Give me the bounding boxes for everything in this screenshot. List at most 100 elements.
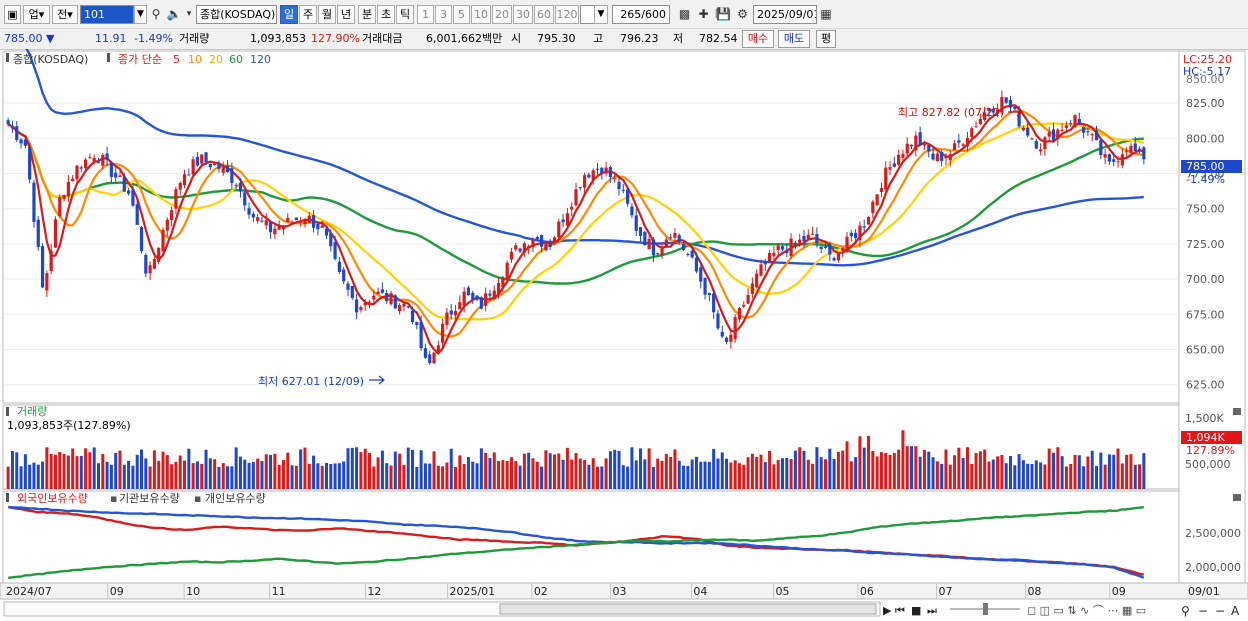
index-name-field: 종합(KOSDAQ): [196, 5, 277, 24]
settings-gear-icon[interactable]: ⚙: [737, 7, 748, 21]
volume-bar: [1034, 460, 1038, 489]
candle-up: [866, 216, 871, 225]
candle-down: [621, 189, 625, 191]
open-value: 795.30: [537, 32, 576, 45]
drawing-tools-icon[interactable]: ◻ ◫ ▭ ⇅ ∿ ⌒ ⋯ ▦ ▭: [1027, 604, 1146, 617]
volume-bar: [914, 446, 918, 489]
candle-up: [527, 246, 531, 248]
market-select[interactable]: 업▾: [23, 5, 50, 24]
scroll-right-icon[interactable]: ▶: [883, 604, 892, 617]
forward-icon[interactable]: ⏭: [927, 604, 937, 617]
code-input[interactable]: 101: [80, 5, 134, 24]
volume-bar: [492, 452, 496, 489]
candle-down: [578, 187, 582, 189]
zoom-slider-handle[interactable]: [983, 603, 988, 615]
interval-30-button[interactable]: 30: [513, 5, 533, 24]
candle-up: [574, 189, 578, 206]
period-day-button[interactable]: 일: [280, 5, 298, 24]
volume-bar: [552, 454, 556, 489]
code-dropdown-icon[interactable]: ▼: [134, 5, 147, 24]
crosshair-icon[interactable]: ✚: [698, 7, 709, 21]
volume-bar: [1017, 454, 1021, 489]
buy-button[interactable]: 매수: [742, 30, 774, 48]
volume-bar: [165, 455, 169, 489]
period-minute-button[interactable]: 분: [358, 5, 376, 24]
volume-bar: [346, 448, 350, 489]
interval-dropdown-icon[interactable]: ▼: [594, 5, 608, 24]
interval-20-button[interactable]: 20: [492, 5, 512, 24]
search-icon[interactable]: ⚲: [151, 7, 161, 21]
chart-type-icon[interactable]: ▩: [678, 7, 691, 21]
interval-60-button[interactable]: 60: [534, 5, 554, 24]
volume-bar: [1056, 447, 1060, 489]
volume-bar: [402, 464, 406, 489]
interval-120-button[interactable]: 120: [555, 5, 579, 24]
x-label: 2025/01: [449, 585, 495, 598]
zoom-out-icon[interactable]: −: [1198, 604, 1208, 618]
holdings-pane[interactable]: [2, 490, 1180, 584]
price-tick-label: 700.00: [1186, 273, 1225, 286]
candle-down: [225, 165, 230, 173]
candle-up: [673, 232, 677, 238]
interval-5-button[interactable]: 5: [453, 5, 470, 24]
font-size-icon[interactable]: A: [1231, 604, 1240, 618]
candles: [6, 90, 1146, 365]
volume-bar: [608, 451, 612, 489]
speaker-icon[interactable]: 🔈: [166, 7, 182, 21]
candle-down: [1133, 143, 1137, 152]
stop-icon[interactable]: ■: [911, 604, 921, 617]
volume-bar: [114, 453, 118, 489]
save-icon[interactable]: 💾: [716, 7, 731, 21]
high-arrow-icon: [1008, 107, 1023, 117]
date-field[interactable]: 2025/09/01: [753, 5, 817, 24]
candle-up: [776, 245, 780, 250]
volume-bar: [484, 452, 488, 489]
period-month-button[interactable]: 월: [318, 5, 336, 24]
zoom-search-icon[interactable]: ⚲: [1181, 604, 1190, 618]
zoom-in-icon[interactable]: −: [1215, 604, 1225, 618]
volume-bar: [372, 466, 376, 489]
x-label: 2024/07: [6, 585, 52, 598]
volume-bar: [854, 457, 858, 489]
volume-bar: [815, 447, 819, 489]
period-year-button[interactable]: 년: [337, 5, 355, 24]
candle-up: [496, 283, 501, 294]
volume-bar: [888, 454, 892, 489]
holdings-pane-close-icon[interactable]: [1233, 494, 1241, 501]
volume-bar: [634, 460, 638, 489]
volume-bar: [157, 460, 161, 489]
candle-down: [247, 208, 251, 215]
zoom-tool-icon[interactable]: ⇱: [714, 7, 726, 21]
candle-down: [703, 278, 707, 295]
sell-button[interactable]: 매도: [778, 30, 810, 48]
volume-bar: [497, 460, 501, 489]
candle-down: [548, 243, 552, 247]
period-week-button[interactable]: 주: [299, 5, 317, 24]
volume-bar: [707, 461, 711, 489]
candle-down: [931, 153, 935, 160]
candle-down: [535, 237, 539, 240]
eval-button[interactable]: 평: [816, 30, 836, 48]
period-second-button[interactable]: 초: [377, 5, 395, 24]
rewind-icon[interactable]: ⏮: [895, 604, 905, 617]
interval-10-button[interactable]: 10: [471, 5, 491, 24]
volume-pane-close-icon[interactable]: [1233, 408, 1241, 415]
speaker-dropdown-icon[interactable]: ▾: [186, 9, 192, 19]
period-tick-button[interactable]: 틱: [396, 5, 414, 24]
count-field[interactable]: 265/600: [612, 5, 670, 24]
scroll-thumb[interactable]: [499, 603, 877, 615]
prev-button[interactable]: 전▾: [52, 5, 78, 24]
interval-1-button[interactable]: 1: [417, 5, 434, 24]
volume-bar: [669, 456, 673, 489]
chart-area[interactable]: 종합(KOSDAQ) 종가 단순 5 10 20 60 120 최고 827.8…: [0, 49, 1248, 621]
candle-up: [888, 166, 892, 170]
volume-bar: [918, 456, 922, 489]
interval-3-button[interactable]: 3: [435, 5, 452, 24]
chart-window-icon[interactable]: ▣: [4, 5, 21, 24]
volume-bar: [488, 458, 492, 489]
legend-sep-1: ▪: [110, 492, 117, 505]
volume-bar: [127, 460, 131, 489]
x-label: 02: [534, 585, 548, 598]
calendar-icon[interactable]: ▦: [820, 7, 832, 21]
candle-down: [608, 167, 613, 178]
